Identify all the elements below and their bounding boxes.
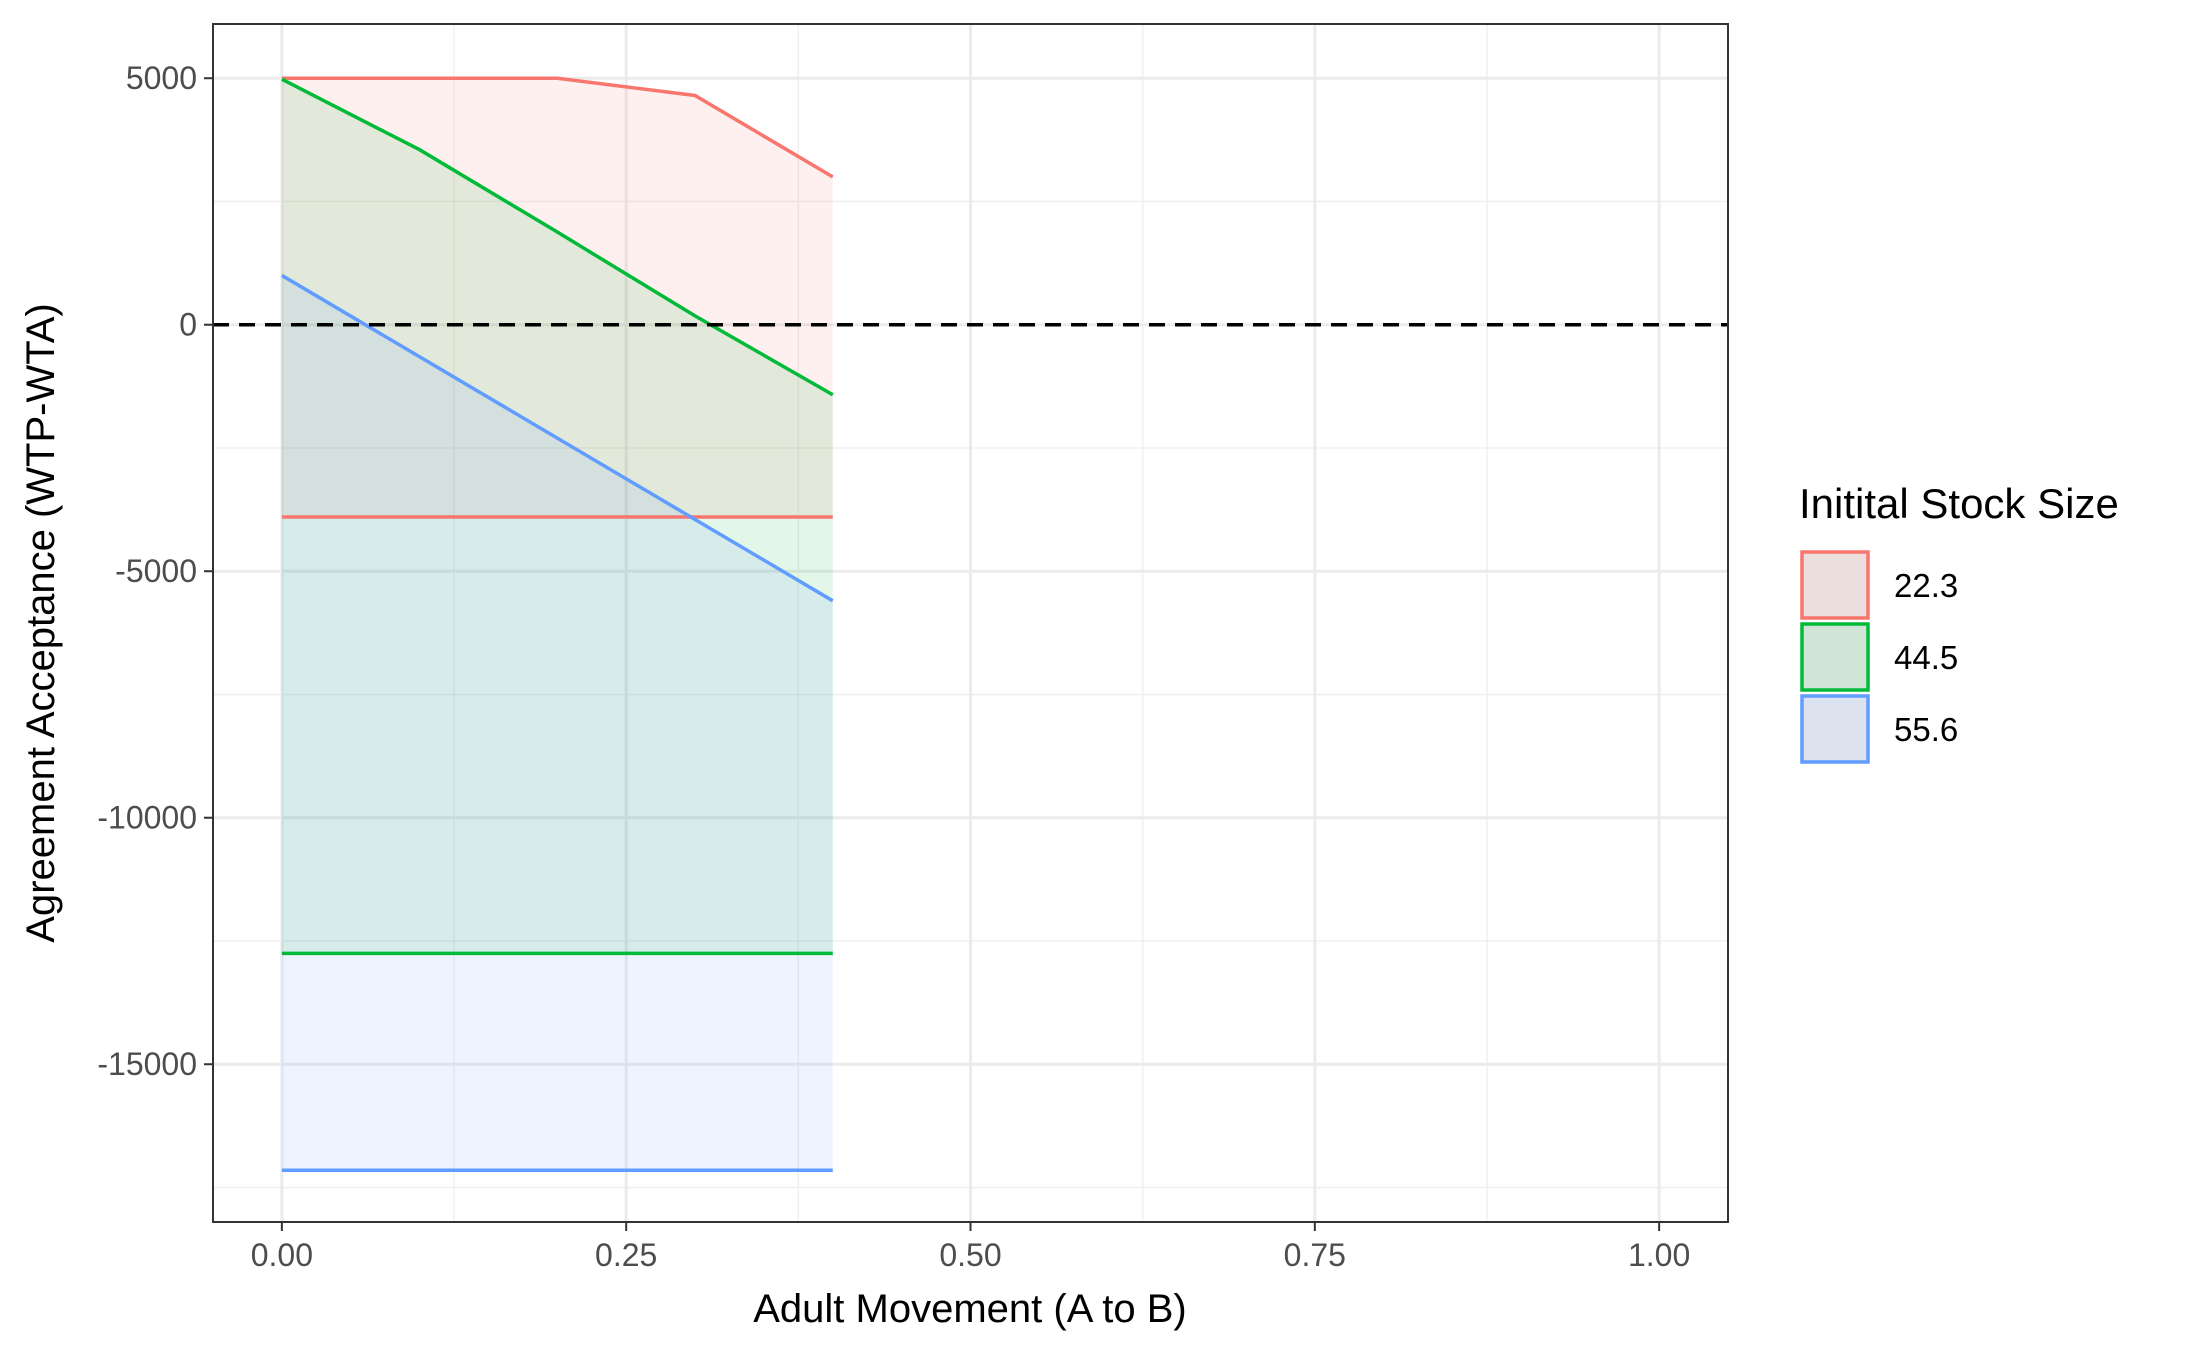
y-tick-label: -15000 xyxy=(97,1046,197,1082)
x-axis: 0.00 0.25 0.50 0.75 1.00 xyxy=(251,1222,1690,1273)
series-lines xyxy=(280,76,834,1172)
series-areas xyxy=(281,78,833,1171)
upper-line-44.5 xyxy=(281,77,834,397)
legend-key-bg-22.3 xyxy=(1802,552,1868,618)
y-tick-label: 5000 xyxy=(126,60,197,96)
legend-label-44.5: 44.5 xyxy=(1894,639,1958,676)
ribbon-55.6 xyxy=(281,275,833,1171)
legend-key-bg-44.5 xyxy=(1802,624,1868,690)
x-tick-label: 0.50 xyxy=(939,1237,1001,1273)
legend: Initital Stock Size 22.3 44.5 55.6 xyxy=(1799,480,2119,764)
legend-title: Initital Stock Size xyxy=(1799,480,2119,527)
legend-key-bg-55.6 xyxy=(1802,696,1868,762)
y-axis-title: Agreement Acceptance (WTP-WTA) xyxy=(19,303,63,942)
legend-key-44.5 xyxy=(1800,622,1870,692)
y-tick-label: 0 xyxy=(179,307,197,343)
y-axis: 5000 0 -5000 -10000 -15000 xyxy=(97,60,213,1082)
x-axis-title: Adult Movement (A to B) xyxy=(753,1287,1187,1331)
upper-line-55.6 xyxy=(280,273,834,603)
legend-key-55.6 xyxy=(1800,694,1870,764)
x-tick-label: 1.00 xyxy=(1628,1237,1690,1273)
x-tick-label: 0.75 xyxy=(1284,1237,1346,1273)
legend-label-22.3: 22.3 xyxy=(1894,567,1958,604)
ribbon-22.3 xyxy=(281,78,833,518)
y-tick-label: -5000 xyxy=(115,553,197,589)
x-tick-label: 0.00 xyxy=(251,1237,313,1273)
legend-key-22.3 xyxy=(1800,550,1870,620)
y-tick-label: -10000 xyxy=(97,800,197,836)
x-tick-label: 0.25 xyxy=(595,1237,657,1273)
legend-label-55.6: 55.6 xyxy=(1894,711,1958,748)
grid xyxy=(213,24,1728,1222)
upper-line-22.3 xyxy=(281,76,834,179)
